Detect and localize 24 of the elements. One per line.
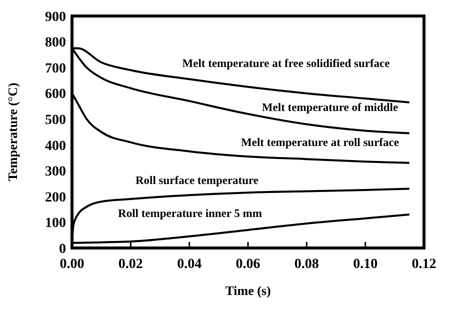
y-tick-label: 600 [45,87,66,102]
y-axis-title: Temperature (°C) [5,82,20,182]
y-tick-label: 400 [45,138,66,154]
x-axis-title: Time (s) [225,283,271,298]
y-tick-label: 200 [45,190,66,206]
series-label: Melt temperature of middle [262,102,398,114]
x-tick-label: 0.08 [294,257,319,272]
series-label: Melt temperature at free solidified surface [182,58,390,70]
x-tick-label: 0.04 [177,257,202,272]
y-tick-label: 500 [45,113,66,128]
y-tick-label: 0 [59,242,66,257]
x-tick-label: 0.10 [353,257,378,272]
series-label: Roll surface temperature [135,175,259,187]
x-tick-label: 0.00 [60,257,84,272]
y-tick-label: 900 [45,10,66,25]
series-label: Melt temperature at roll surface [241,137,399,149]
y-tick-label: 100 [45,216,66,232]
y-tick-label: 300 [45,164,66,180]
x-tick-label: 0.12 [412,257,436,272]
series-label: Roll temperature inner 5 mm [118,208,262,220]
y-tick-label: 800 [45,36,66,51]
x-tick-label: 0.02 [118,257,143,272]
x-tick-label: 0.06 [236,257,260,272]
y-tick-label: 700 [45,61,66,76]
